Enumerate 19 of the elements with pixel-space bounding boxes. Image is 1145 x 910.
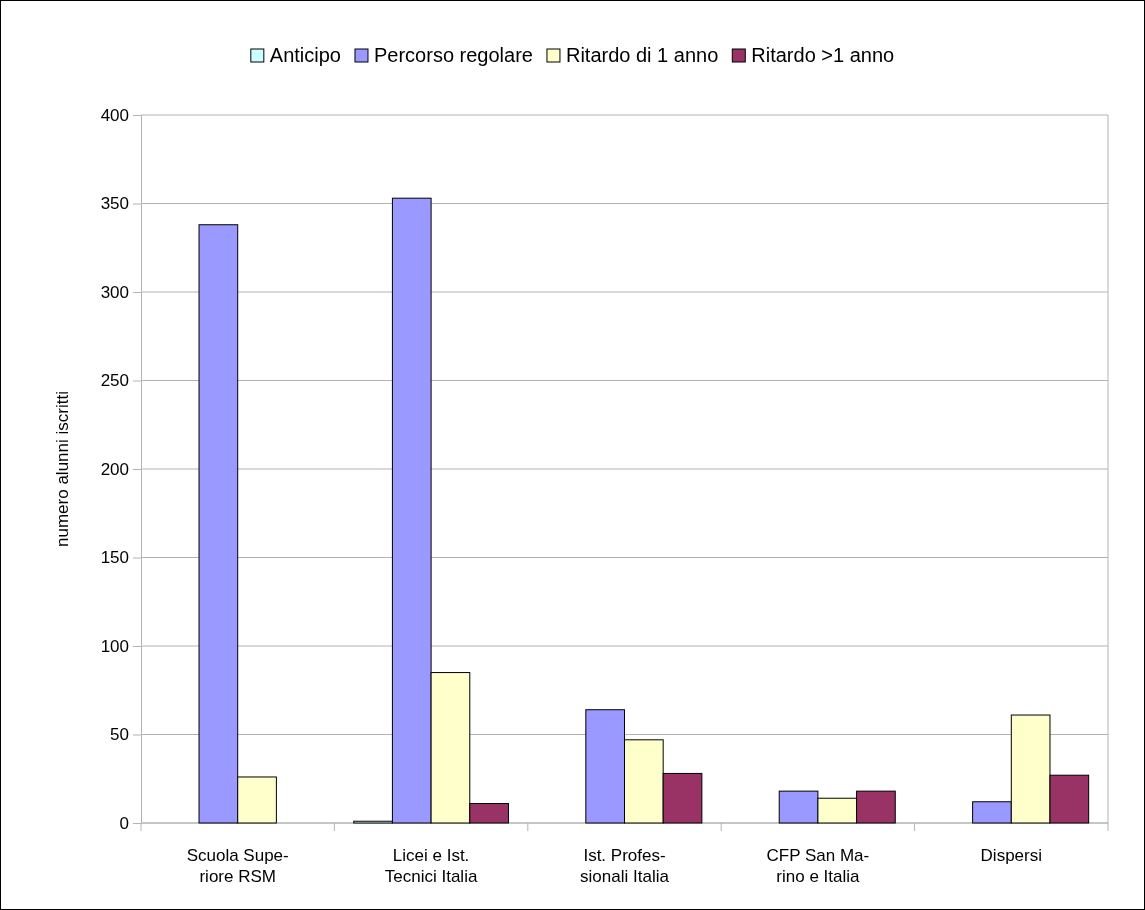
y-axis-title: numero alunni iscritti [53, 391, 72, 547]
y-tick-label: 300 [100, 282, 129, 302]
y-tick-label: 400 [100, 105, 129, 125]
y-tick-label: 200 [100, 459, 129, 479]
y-tick-label: 250 [100, 371, 129, 391]
y-tick-label: 100 [100, 636, 129, 656]
legend-label: Ritardo >1 anno [751, 44, 895, 66]
legend-label: Anticipo [269, 44, 341, 66]
y-tick-label: 50 [110, 725, 129, 745]
x-tick-label: Ist. Profes- sionali Italia [580, 846, 670, 886]
y-tick-label: 150 [100, 548, 129, 568]
y-tick-label: 350 [100, 194, 129, 214]
x-tick-label: Licei e Ist. Tecnici Italia [384, 846, 478, 886]
legend-label: Ritardo di 1 anno [565, 44, 719, 66]
x-tick-label: Dispersi [980, 846, 1042, 865]
y-tick-label: 0 [119, 813, 129, 833]
x-tick-label: CFP San Ma- rino e Italia [766, 846, 870, 886]
legend-label: Percorso regolare [373, 44, 533, 66]
x-tick-label: Scuola Supe- riore RSM [186, 846, 289, 886]
